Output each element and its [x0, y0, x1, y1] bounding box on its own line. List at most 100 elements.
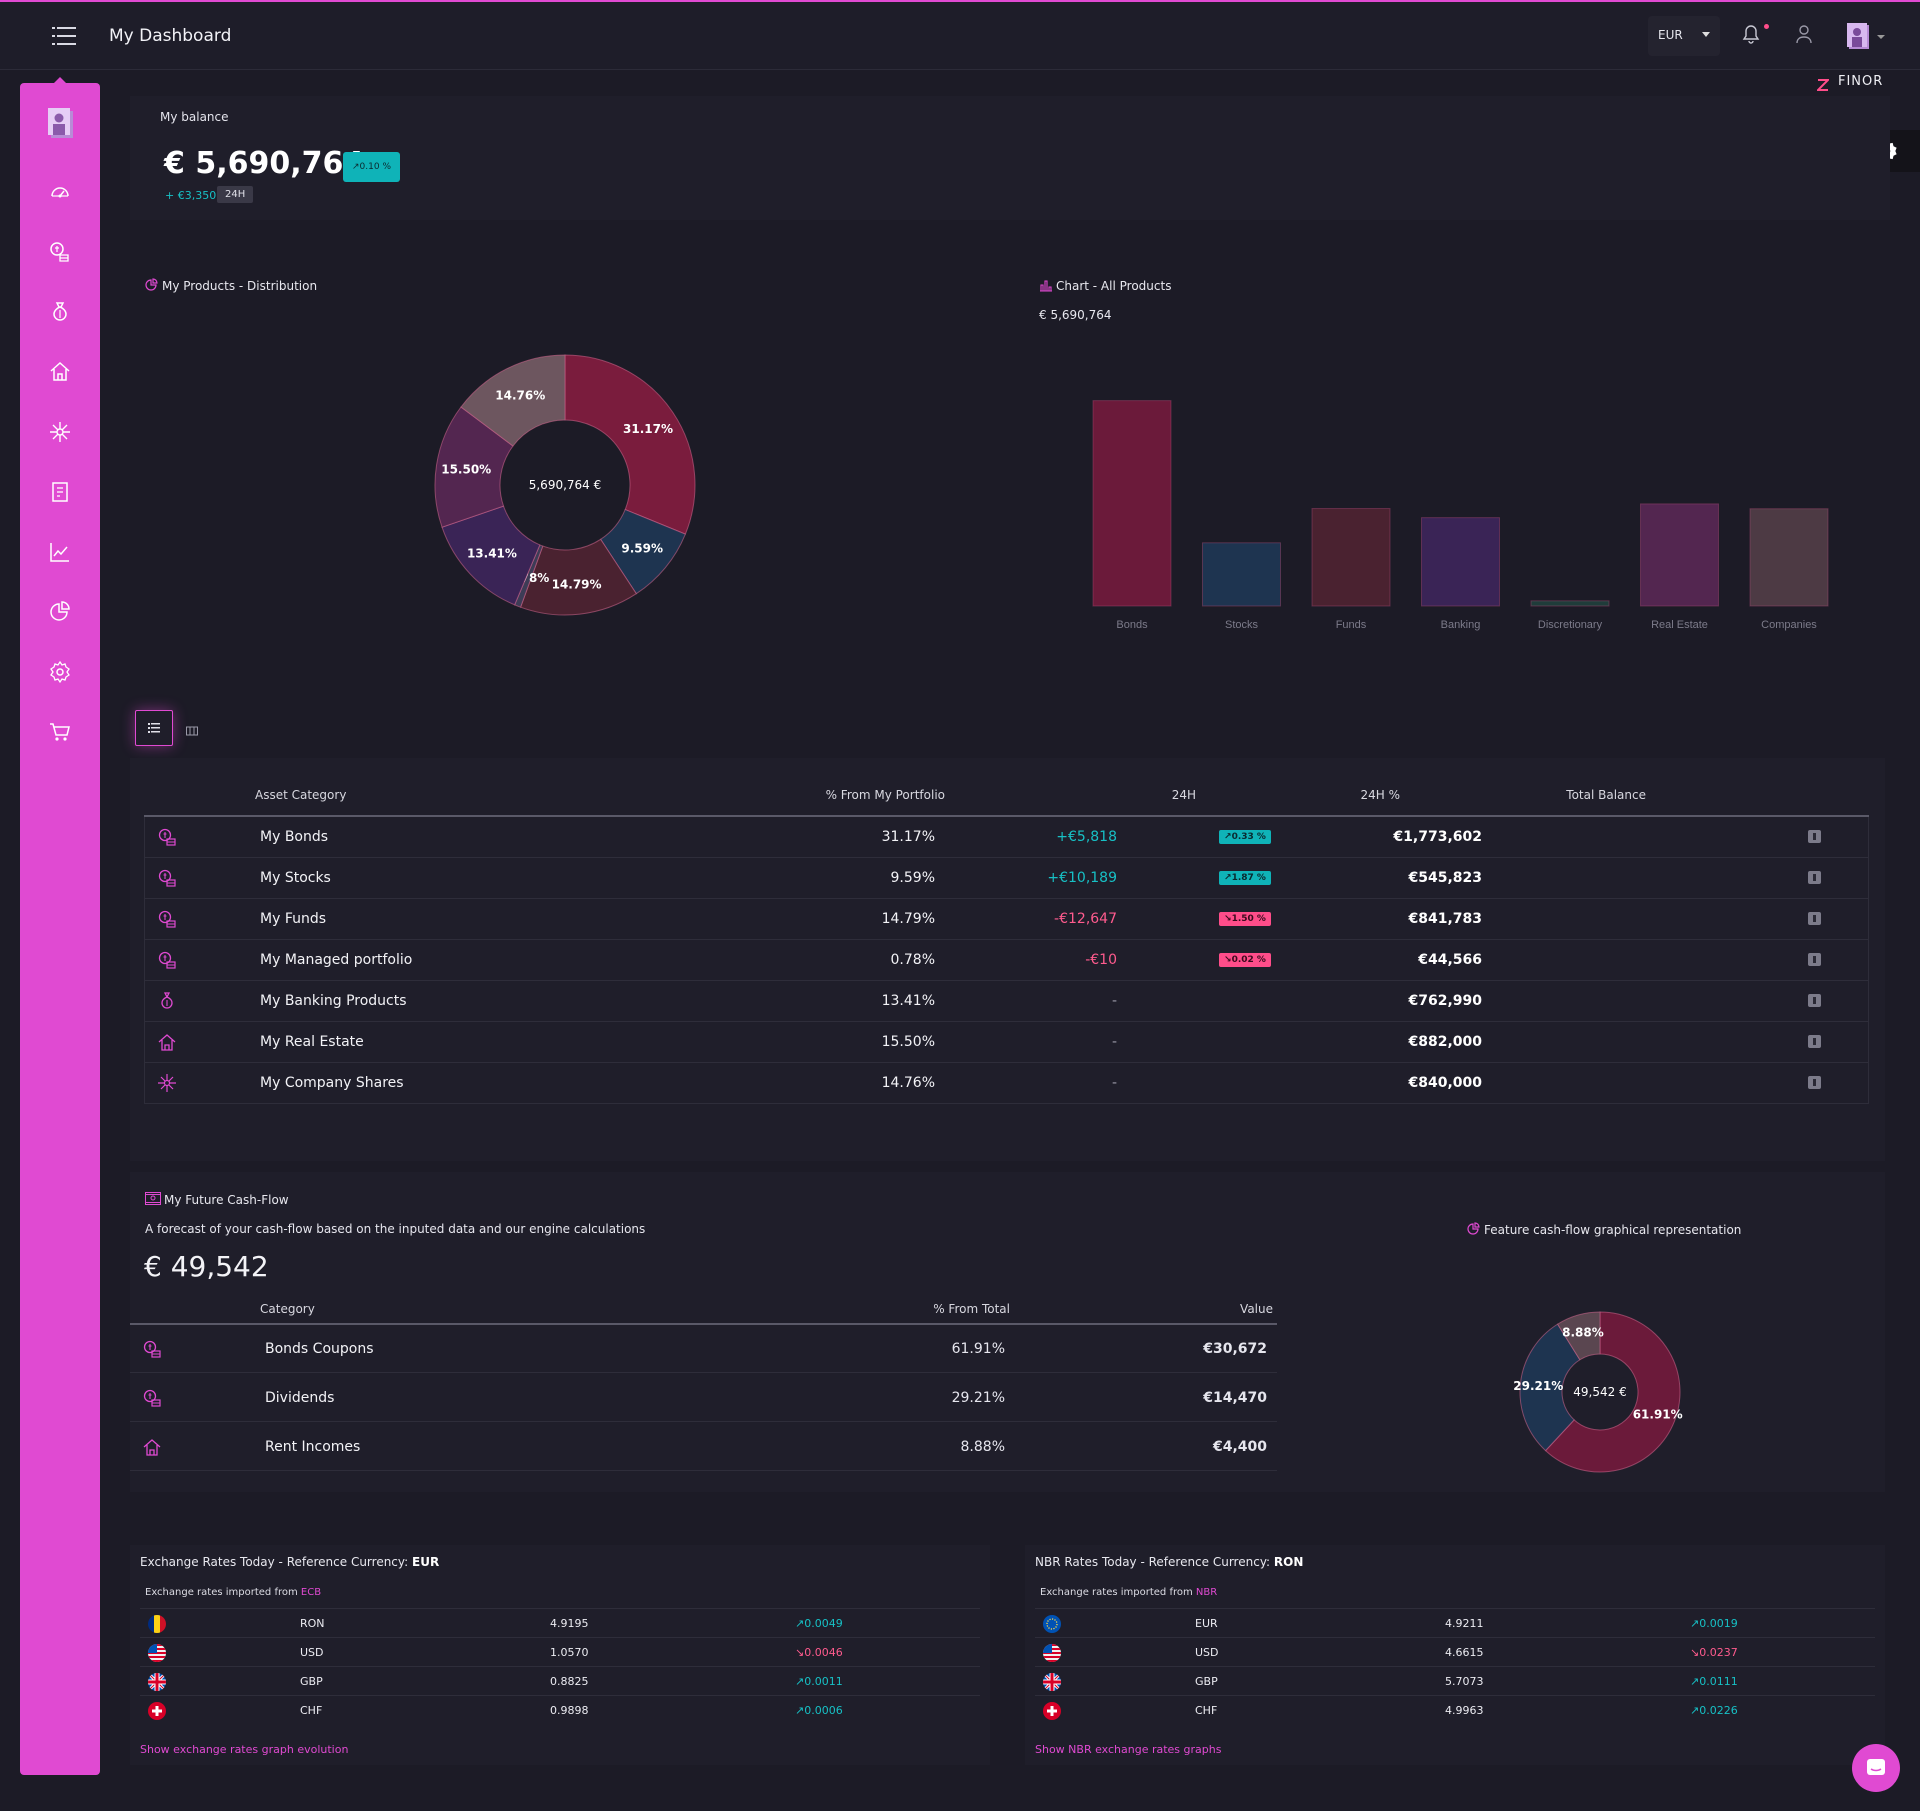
cashflow-category: Bonds Coupons	[265, 1341, 374, 1357]
info-icon[interactable]	[1808, 871, 1821, 884]
asset-24h-change: -€12,647	[1054, 911, 1117, 927]
list-view-toggle[interactable]	[135, 710, 173, 746]
distribution-title-text: My Products - Distribution	[162, 279, 318, 293]
gear-icon[interactable]	[48, 660, 72, 684]
snowflake-icon[interactable]	[48, 420, 72, 444]
all-products-title: Chart - All Products	[1039, 278, 1171, 293]
rate-currency: USD	[1195, 1646, 1219, 1659]
info-icon[interactable]	[1808, 1076, 1821, 1089]
cashflow-category: Dividends	[265, 1390, 335, 1406]
rate-change: ↘0.0046	[795, 1646, 843, 1659]
donut-slice[interactable]	[564, 354, 696, 535]
table-row[interactable]: My Stocks 9.59% +€10,189 ↗1.87 % €545,823	[144, 858, 1869, 899]
info-icon[interactable]	[1808, 830, 1821, 843]
donut-slice[interactable]	[1556, 1311, 1601, 1361]
asset-total-balance: €841,783	[1408, 911, 1482, 927]
bar[interactable]	[1202, 542, 1281, 607]
user-icon[interactable]	[1795, 24, 1813, 44]
nbr-source-link[interactable]: NBR	[1195, 1587, 1218, 1598]
coins-icon	[158, 910, 176, 928]
asset-name: My Company Shares	[260, 1075, 404, 1091]
asset-portfolio-pct: 13.41%	[881, 993, 935, 1009]
table-row[interactable]: My Bonds 31.17% +€5,818 ↗0.33 % €1,773,602	[144, 817, 1869, 858]
donut-slice-label: 13.41%	[467, 546, 517, 560]
asset-portfolio-pct: 0.78%	[890, 952, 935, 968]
document-icon[interactable]	[48, 480, 72, 504]
rate-row: CHF 4.9963 ↗0.0226	[1035, 1695, 1875, 1724]
asset-24h-change: +€10,189	[1047, 870, 1117, 886]
nbr-rates-title: NBR Rates Today - Reference Currency: RO…	[1035, 1555, 1303, 1569]
asset-24h-change: +€5,818	[1056, 829, 1117, 845]
all-products-title-text: Chart - All Products	[1056, 279, 1172, 293]
dashboard-icon[interactable]	[48, 180, 72, 204]
nbr-graph-link[interactable]: Show NBR exchange rates graphs	[1035, 1743, 1222, 1756]
asset-24h-change: -	[1111, 993, 1117, 1009]
info-icon[interactable]	[1808, 953, 1821, 966]
bell-icon[interactable]	[1742, 24, 1760, 44]
bar[interactable]	[1749, 508, 1829, 607]
bar-category-label: Banking	[1441, 619, 1481, 631]
bar-chart-icon	[1040, 280, 1052, 292]
rate-change: ↘0.0237	[1690, 1646, 1738, 1659]
chat-icon	[1867, 1759, 1885, 1775]
chat-button[interactable]	[1852, 1744, 1900, 1792]
grid-view-toggle[interactable]	[186, 722, 198, 736]
cashflow-graph-title: Feature cash-flow graphical representati…	[1467, 1222, 1741, 1237]
donut-slice-label: 61.91%	[1633, 1408, 1683, 1422]
bar[interactable]	[1530, 600, 1610, 607]
hamburger-icon[interactable]	[52, 26, 76, 46]
bar-category-label: Companies	[1761, 619, 1817, 631]
table-row[interactable]: My Funds 14.79% -€12,647 ↘1.50 % €841,783	[144, 899, 1869, 940]
rate-row: GBP 0.8825 ↗0.0011	[140, 1666, 980, 1695]
asset-24h-pct-cell: ↘1.50 %	[1145, 909, 1345, 926]
pie-chart-icon[interactable]	[48, 600, 72, 624]
notification-dot	[1764, 24, 1769, 29]
bar[interactable]	[1640, 503, 1719, 607]
sidebar-avatar[interactable]	[47, 107, 75, 139]
ecb-graph-link[interactable]: Show exchange rates graph evolution	[140, 1743, 349, 1756]
coins-icon[interactable]	[48, 240, 72, 264]
bar[interactable]	[1421, 517, 1500, 607]
asset-24h-change: -€10	[1085, 952, 1117, 968]
cashflow-value: €4,400	[1212, 1439, 1267, 1455]
rate-row: USD 4.6615 ↘0.0237	[1035, 1637, 1875, 1666]
chevron-down-icon[interactable]	[1877, 35, 1885, 39]
line-chart-icon[interactable]	[48, 540, 72, 564]
donut-slice-label: 15.50%	[441, 462, 491, 476]
donut-slice[interactable]	[460, 354, 566, 447]
avatar[interactable]	[1846, 22, 1872, 50]
coins-icon	[158, 828, 176, 846]
home-icon[interactable]	[48, 360, 72, 384]
cashflow-graph-title-text: Feature cash-flow graphical representati…	[1484, 1223, 1742, 1237]
rate-row: RON 4.9195 ↗0.0049	[140, 1608, 980, 1637]
bar[interactable]	[1311, 508, 1391, 607]
info-icon[interactable]	[1808, 1035, 1821, 1048]
money-bag-icon[interactable]	[48, 300, 72, 324]
nbr-title-prefix: NBR Rates Today - Reference Currency:	[1035, 1555, 1274, 1569]
nbr-title-currency: RON	[1273, 1555, 1304, 1569]
donut-slice[interactable]	[1544, 1311, 1681, 1473]
info-icon[interactable]	[1808, 912, 1821, 925]
table-row[interactable]: My Managed portfolio 0.78% -€10 ↘0.02 % €44,…	[144, 940, 1869, 981]
table-row[interactable]: Bonds Coupons 61.91% €30,672	[130, 1325, 1277, 1373]
cashflow-value: €30,672	[1203, 1341, 1267, 1357]
bar[interactable]	[1092, 400, 1172, 607]
cart-icon[interactable]	[48, 720, 72, 744]
eu-flag-icon	[1043, 1615, 1061, 1633]
rate-currency: RON	[300, 1617, 325, 1630]
table-row[interactable]: My Real Estate 15.50% - €882,000	[144, 1022, 1869, 1063]
ecb-source-link[interactable]: ECB	[300, 1587, 322, 1598]
bar-category-label: Real Estate	[1651, 619, 1708, 631]
currency-select[interactable]: EUR	[1648, 16, 1720, 56]
table-row[interactable]: My Company Shares 14.76% - €840,000	[144, 1063, 1869, 1104]
bar-category-label: Funds	[1336, 619, 1367, 631]
info-icon[interactable]	[1808, 994, 1821, 1007]
donut-slice[interactable]	[1519, 1323, 1581, 1452]
table-row[interactable]: Rent Incomes 8.88% €4,400	[130, 1423, 1277, 1471]
ecb-source-prefix: Exchange rates imported from	[145, 1587, 301, 1598]
ecb-title-currency: EUR	[412, 1555, 440, 1569]
table-row[interactable]: My Banking Products 13.41% - €762,990	[144, 981, 1869, 1022]
rate-row: USD 1.0570 ↘0.0046	[140, 1637, 980, 1666]
cashflow-title: My Future Cash-Flow	[145, 1192, 289, 1207]
table-row[interactable]: Dividends 29.21% €14,470	[130, 1374, 1277, 1422]
